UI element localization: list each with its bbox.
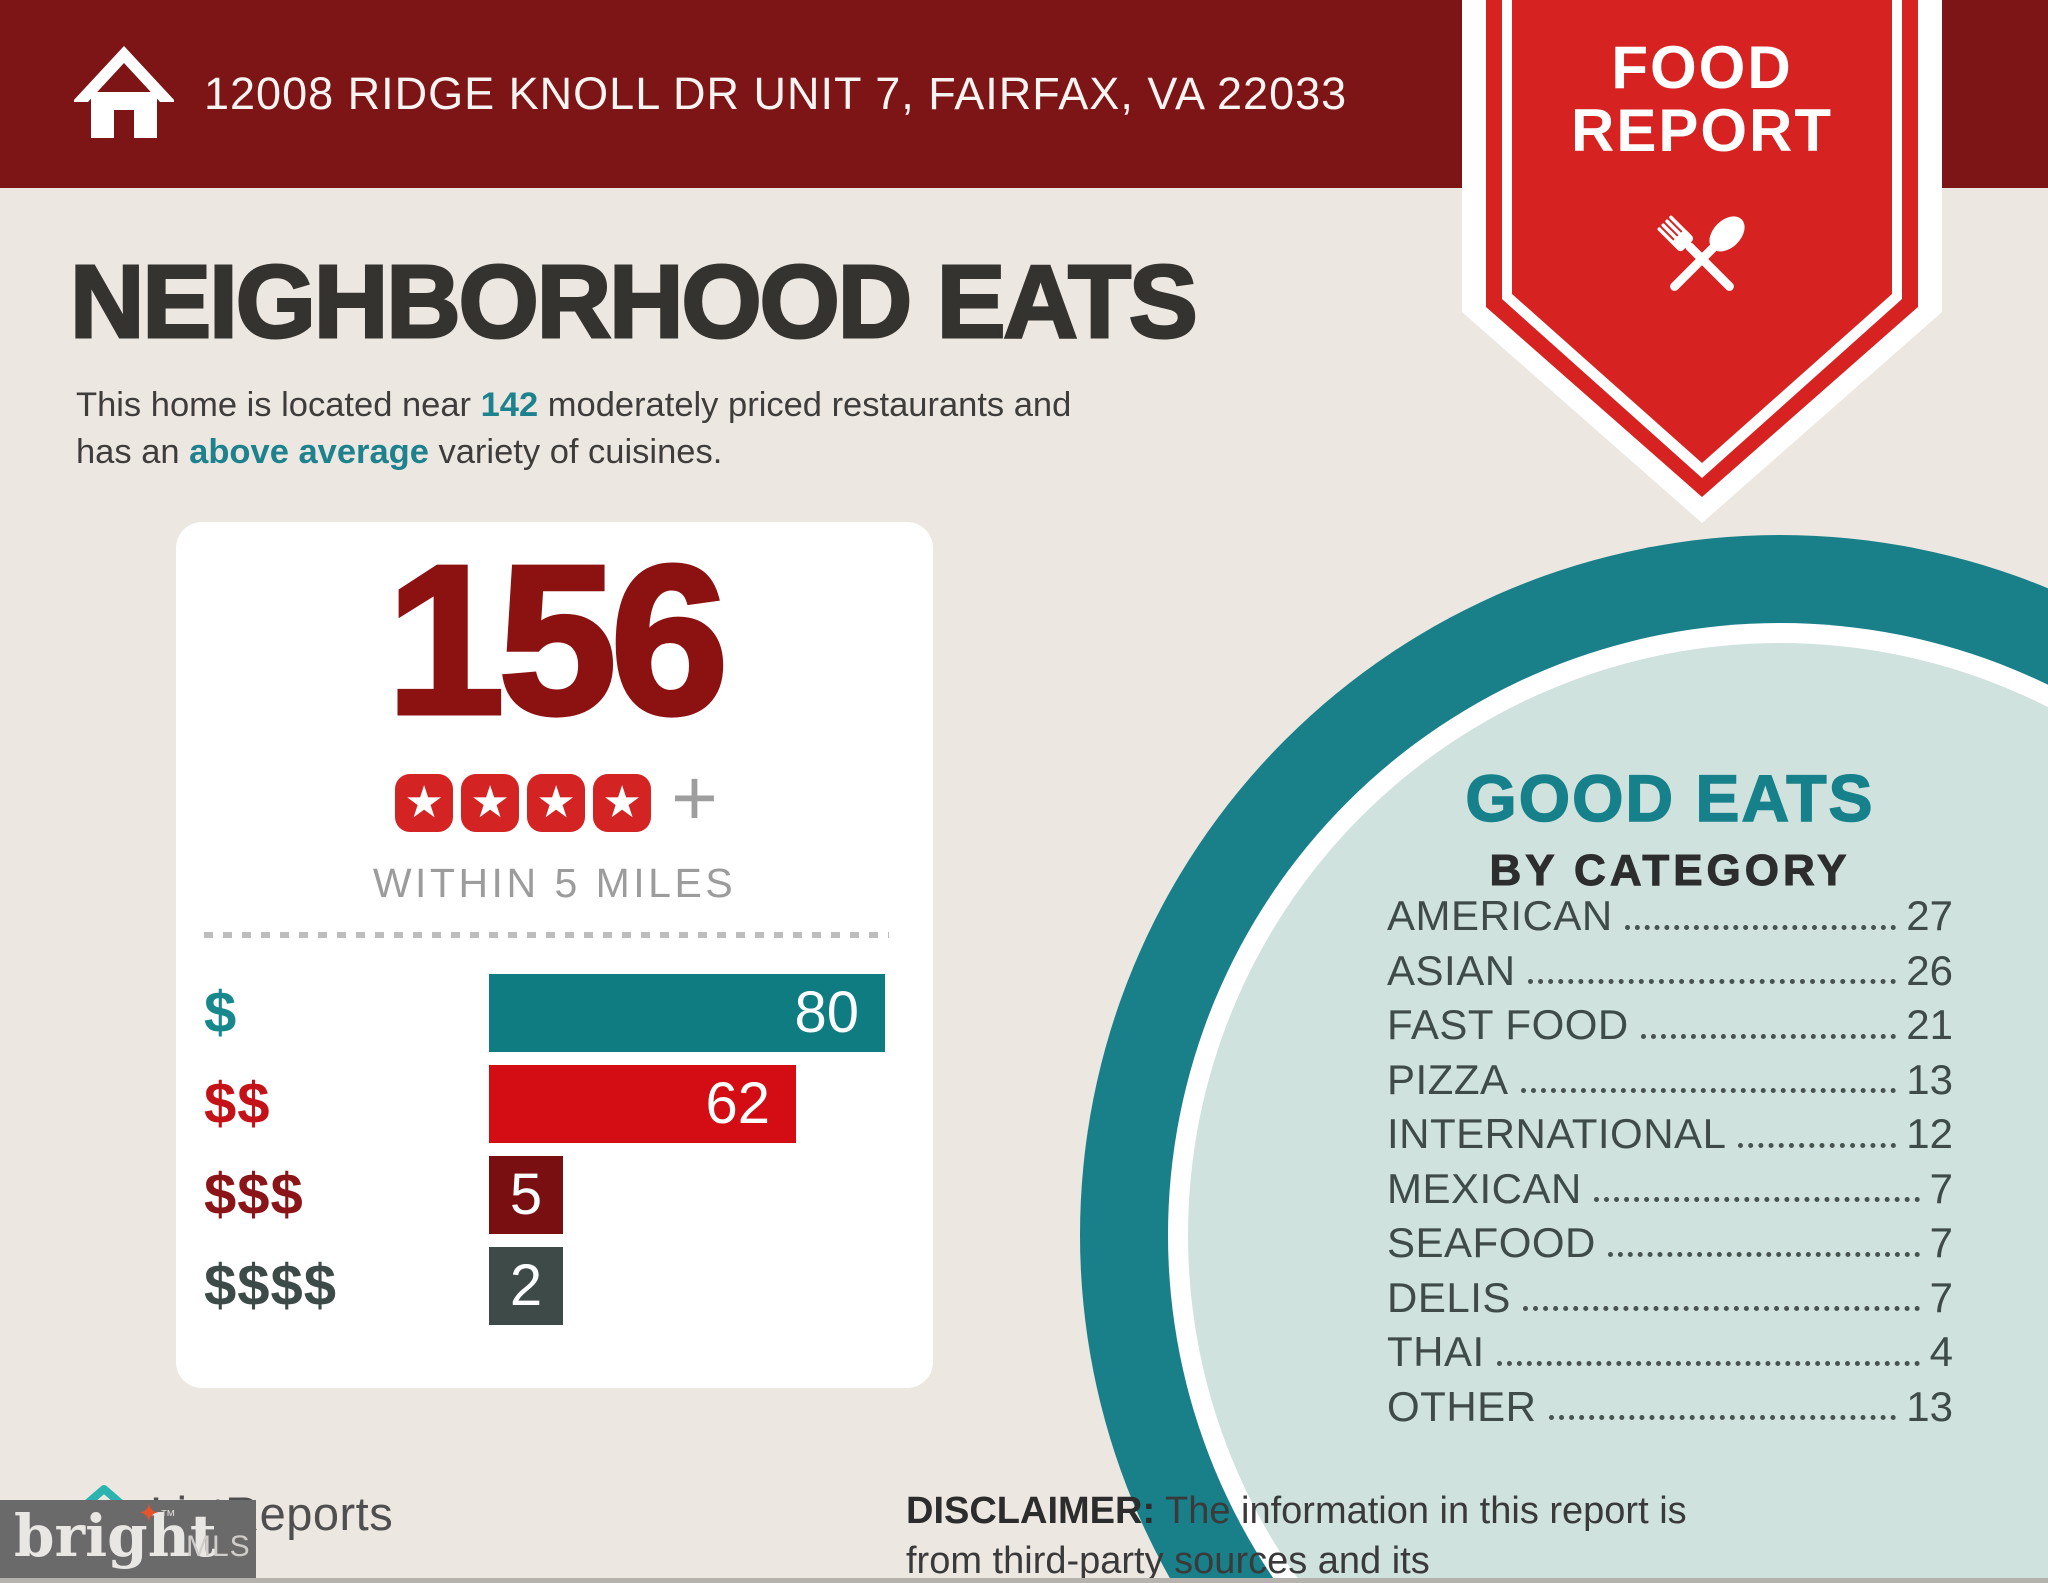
- category-row: MEXICAN 7: [1387, 1158, 1953, 1213]
- intro-text: This home is located near 142 moderately…: [76, 382, 1071, 475]
- price-bar: 5: [489, 1156, 563, 1234]
- ribbon-title: FOOD REPORT: [1462, 36, 1942, 162]
- category-count: 13: [1906, 1055, 1953, 1103]
- disclaimer-line1: The information in this report is from t…: [906, 1490, 1687, 1583]
- yelp-star-badge: ★: [461, 774, 520, 832]
- yelp-star-badge: ★: [395, 774, 454, 832]
- bright-tm: ™: [160, 1508, 176, 1525]
- price-tier-label: $$$$: [204, 1253, 338, 1318]
- category-count: 21: [1906, 1001, 1953, 1049]
- category-count: 13: [1906, 1382, 1953, 1430]
- category-count: 7: [1929, 1164, 1953, 1212]
- food-report-ribbon: FOOD REPORT: [1462, 0, 1942, 530]
- price-bar-row: $80: [204, 974, 889, 1052]
- category-label: INTERNATIONAL: [1387, 1110, 1727, 1158]
- dotted-leader: [1496, 1360, 1920, 1366]
- intro-middle: moderately priced restaurants and: [538, 386, 1072, 424]
- dotted-leader: [1527, 979, 1897, 984]
- category-label: SEAFOOD: [1387, 1219, 1596, 1267]
- dotted-leader: [1593, 1197, 1920, 1202]
- category-row: PIZZA 13: [1387, 1049, 1953, 1104]
- yelp-star-badge: ★: [527, 774, 586, 832]
- price-level-bar-chart: $80 $$ 62 $$$ 5 $$$$ 2: [204, 974, 889, 1338]
- category-count: 12: [1906, 1110, 1953, 1158]
- property-address: 12008 RIDGE KNOLL DR UNIT 7, FAIRFAX, VA…: [204, 68, 1348, 119]
- price-tier-label: $$: [204, 1071, 271, 1136]
- intro-count: 142: [480, 386, 539, 424]
- category-count: 7: [1929, 1219, 1953, 1267]
- ribbon-title-line2: REPORT: [1570, 97, 1834, 164]
- card-divider: [204, 932, 889, 938]
- category-list: AMERICAN 27 ASIAN 26 FAST FOOD 21 PIZZA 13 INTER…: [1387, 885, 1953, 1430]
- category-row: DELIS 7: [1387, 1267, 1953, 1322]
- price-bar: 62: [489, 1065, 796, 1143]
- price-tier-label: $$$: [204, 1162, 304, 1227]
- bottom-edge-line: [0, 1578, 2048, 1583]
- dotted-leader: [1522, 1306, 1920, 1311]
- intro-suffix: variety of cuisines.: [428, 432, 723, 471]
- yelp-star-badge: ★: [593, 774, 652, 832]
- star-icon: ★: [536, 778, 576, 827]
- restaurant-summary-card: 156 ★ ★ ★ ★ + WITHIN 5 MILES $80 $$ 62 $$$ 5 $$$$…: [176, 522, 933, 1388]
- category-label: FAST FOOD: [1387, 1001, 1629, 1049]
- dotted-leader: [1640, 1033, 1897, 1039]
- category-row: ASIAN 26: [1387, 940, 1953, 995]
- page-title: NEIGHBORHOOD EATS: [69, 244, 1200, 359]
- category-label: MEXICAN: [1387, 1164, 1582, 1212]
- bright-wordmark: bright: [14, 1502, 217, 1570]
- intro-prefix: This home is located near: [76, 386, 481, 424]
- category-label: AMERICAN: [1387, 892, 1613, 940]
- intro-highlight: above average: [189, 432, 429, 471]
- star-icon: ★: [470, 778, 510, 827]
- price-tier-label: $: [204, 980, 238, 1045]
- category-label: THAI: [1387, 1328, 1485, 1376]
- category-label: DELIS: [1387, 1273, 1511, 1321]
- category-row: OTHER 13: [1387, 1376, 1953, 1431]
- good-eats-heading: GOOD EATS BY CATEGORY: [1387, 760, 1953, 896]
- good-eats-subtitle: BY CATEGORY: [1489, 846, 1851, 896]
- category-count: 7: [1929, 1273, 1953, 1321]
- dotted-leader: [1738, 1142, 1897, 1148]
- category-row: FAST FOOD 21: [1387, 994, 1953, 1049]
- star-icon: ★: [404, 778, 444, 827]
- price-bar-row: $$$ 5: [204, 1156, 889, 1234]
- restaurant-total-count: 156: [384, 521, 731, 758]
- price-bar-row: $$$$ 2: [204, 1247, 889, 1325]
- radius-label: WITHIN 5 MILES: [372, 860, 737, 906]
- dotted-leader: [1520, 1088, 1897, 1093]
- category-count: 27: [1906, 892, 1953, 940]
- price-bar-row: $$ 62: [204, 1065, 889, 1143]
- category-label: PIZZA: [1387, 1055, 1509, 1103]
- spoon-fork-icon: [1657, 215, 1745, 291]
- ribbon-pennant-shape: [1462, 0, 1942, 523]
- bright-mls-watermark: bright ✦ ™ MLS: [0, 1498, 256, 1583]
- dotted-leader: [1624, 924, 1897, 930]
- price-bar: 2: [489, 1247, 563, 1325]
- ribbon-title-line1: FOOD: [1611, 34, 1793, 101]
- dotted-leader: [1607, 1251, 1920, 1257]
- dotted-leader: [1548, 1415, 1897, 1420]
- category-count: 4: [1929, 1328, 1953, 1376]
- disclaimer-text: DISCLAIMER: The information in this repo…: [906, 1486, 1736, 1583]
- star-rating: ★ ★ ★ ★ +: [176, 753, 933, 842]
- category-label: OTHER: [1387, 1382, 1537, 1430]
- category-row: THAI 4: [1387, 1321, 1953, 1376]
- price-bar: 80: [489, 974, 885, 1052]
- good-eats-title: GOOD EATS: [1465, 760, 1875, 836]
- mls-wordmark: MLS: [186, 1530, 251, 1563]
- category-row: SEAFOOD 7: [1387, 1212, 1953, 1267]
- home-icon: [74, 46, 174, 138]
- category-label: ASIAN: [1387, 946, 1516, 994]
- plus-icon: +: [671, 753, 718, 842]
- category-row: AMERICAN 27: [1387, 885, 1953, 940]
- intro-line2-prefix: has an: [76, 432, 190, 471]
- category-count: 26: [1906, 946, 1953, 994]
- star-icon: ★: [602, 778, 642, 827]
- bright-spark-icon: ✦: [138, 1498, 160, 1528]
- disclaimer-label: DISCLAIMER:: [906, 1490, 1156, 1532]
- category-row: INTERNATIONAL 12: [1387, 1103, 1953, 1158]
